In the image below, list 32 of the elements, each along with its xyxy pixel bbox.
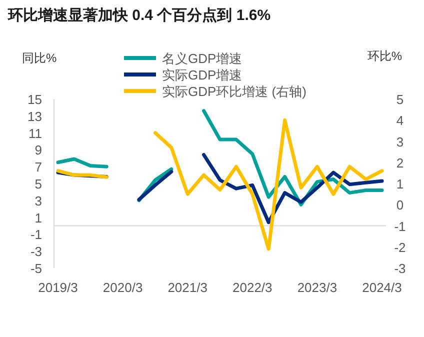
x-tick-label: 2020/3 xyxy=(102,280,143,295)
y-tick-label: -5 xyxy=(30,261,42,276)
y2-tick-label: 1 xyxy=(396,176,404,192)
y-tick-label: 3 xyxy=(34,193,42,208)
y2-axis-title: 环比% xyxy=(367,49,402,63)
y2-tick-label: 5 xyxy=(396,92,404,107)
y-tick-label: 1 xyxy=(34,210,42,226)
x-tick-label: 2024/3 xyxy=(362,280,402,295)
y2-tick-label: 2 xyxy=(396,155,404,170)
y2-tick-label: 0 xyxy=(396,198,404,213)
y-tick-label: 9 xyxy=(34,142,42,158)
y-tick-label: -1 xyxy=(30,227,42,242)
chart-title: 环比增速显著加快 0.4 个百分点到 1.6% xyxy=(7,7,271,24)
y-tick-label: 11 xyxy=(28,126,42,141)
x-tick-label: 2021/3 xyxy=(168,280,208,295)
legend-label: 名义GDP增速 xyxy=(162,51,242,66)
x-tick-label: 2023/3 xyxy=(297,280,338,295)
y2-tick-label: -1 xyxy=(394,218,406,234)
legend-label: 实际GDP增速 xyxy=(162,68,242,82)
y2-tick-label: 3 xyxy=(396,134,404,150)
x-tick-label: 2022/3 xyxy=(232,280,272,295)
y2-tick-label: -3 xyxy=(394,261,406,276)
y-tick-label: -3 xyxy=(30,244,42,260)
y2-tick-label: -2 xyxy=(394,240,406,255)
y-tick-label: 7 xyxy=(34,160,42,175)
y-axis-title: 同比% xyxy=(22,51,57,65)
y-tick-label: 15 xyxy=(28,92,42,107)
y-tick-label: 5 xyxy=(34,176,42,192)
legend-label: 实际GDP环比增速 (右轴) xyxy=(162,84,306,99)
x-tick-label: 2019/3 xyxy=(38,280,78,295)
y2-tick-label: 4 xyxy=(396,113,404,128)
y-tick-label: 13 xyxy=(28,108,42,124)
